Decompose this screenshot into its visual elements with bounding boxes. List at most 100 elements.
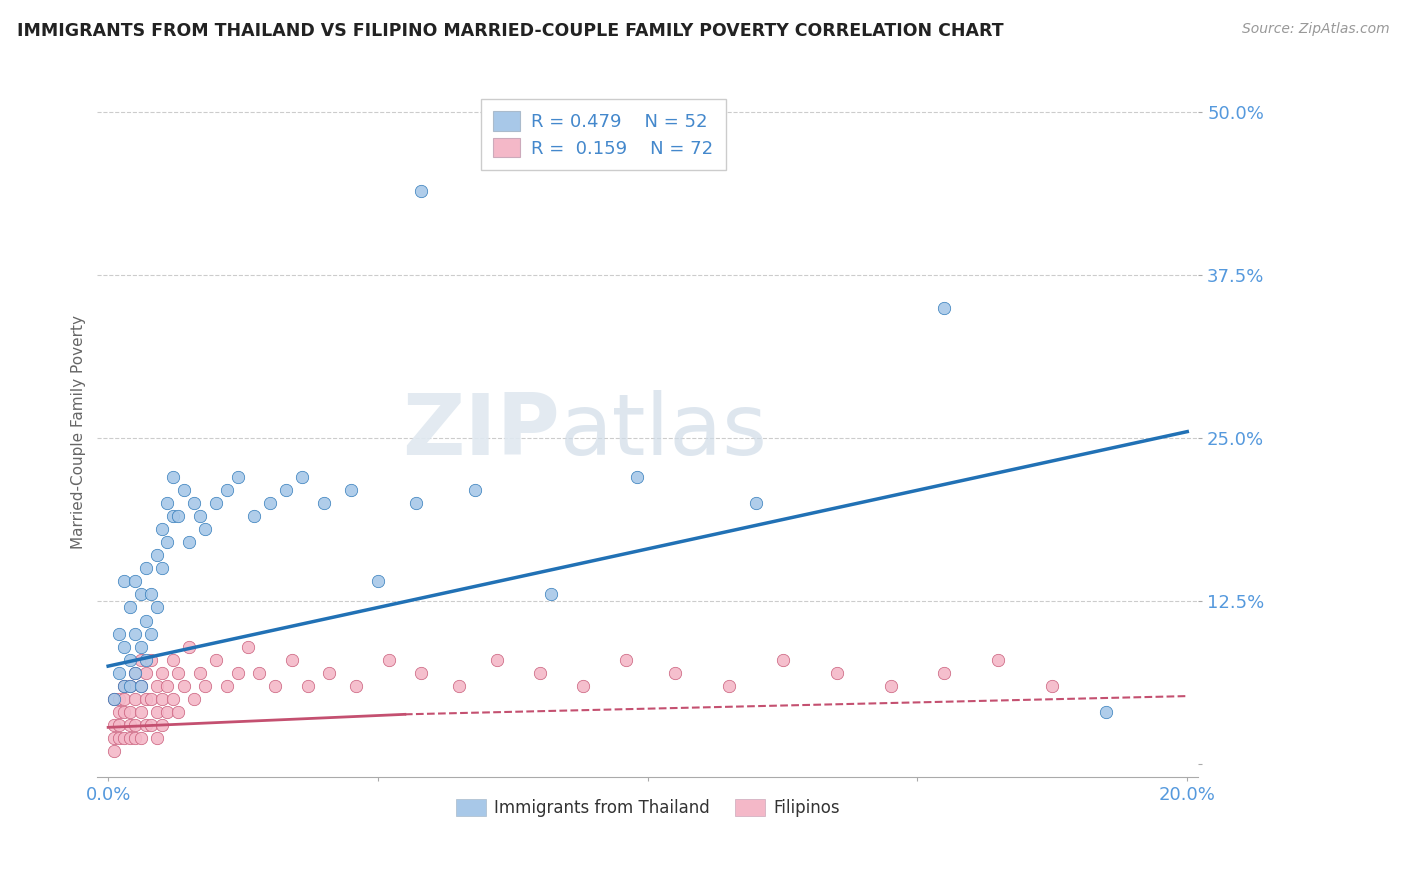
Point bbox=[156, 679, 179, 693]
Point bbox=[135, 665, 157, 680]
Point bbox=[112, 705, 135, 719]
Point bbox=[276, 483, 298, 498]
Point bbox=[205, 652, 228, 666]
Point bbox=[103, 744, 125, 758]
Point bbox=[194, 522, 217, 536]
Point bbox=[173, 679, 195, 693]
Point bbox=[150, 665, 173, 680]
Point bbox=[162, 691, 184, 706]
Point bbox=[177, 535, 200, 549]
Point bbox=[118, 600, 141, 615]
Point bbox=[135, 652, 157, 666]
Point bbox=[987, 652, 1010, 666]
Point bbox=[188, 509, 211, 524]
Text: atlas: atlas bbox=[560, 390, 768, 473]
Point bbox=[173, 483, 195, 498]
Point bbox=[135, 718, 157, 732]
Point bbox=[377, 652, 399, 666]
Point bbox=[156, 535, 179, 549]
Point bbox=[150, 522, 173, 536]
Point bbox=[108, 691, 131, 706]
Point bbox=[405, 496, 427, 510]
Point bbox=[226, 470, 249, 484]
Point bbox=[108, 718, 131, 732]
Point bbox=[572, 679, 595, 693]
Point bbox=[141, 587, 163, 601]
Point bbox=[485, 652, 508, 666]
Point bbox=[112, 691, 135, 706]
Point bbox=[312, 496, 335, 510]
Point bbox=[409, 665, 432, 680]
Point bbox=[141, 691, 163, 706]
Point bbox=[264, 679, 287, 693]
Point bbox=[150, 691, 173, 706]
Point bbox=[167, 705, 190, 719]
Point bbox=[124, 731, 146, 745]
Point bbox=[340, 483, 363, 498]
Point bbox=[103, 731, 125, 745]
Point bbox=[118, 652, 141, 666]
Point bbox=[238, 640, 260, 654]
Point bbox=[135, 691, 157, 706]
Point bbox=[188, 665, 211, 680]
Point bbox=[108, 665, 131, 680]
Point bbox=[464, 483, 486, 498]
Point bbox=[1040, 679, 1063, 693]
Point bbox=[124, 691, 146, 706]
Point bbox=[108, 731, 131, 745]
Point bbox=[135, 561, 157, 575]
Point bbox=[291, 470, 314, 484]
Point bbox=[167, 665, 190, 680]
Point bbox=[141, 718, 163, 732]
Point bbox=[614, 652, 637, 666]
Point bbox=[409, 184, 432, 198]
Point bbox=[226, 665, 249, 680]
Point bbox=[162, 652, 184, 666]
Point bbox=[118, 731, 141, 745]
Point bbox=[135, 614, 157, 628]
Point bbox=[141, 626, 163, 640]
Point bbox=[183, 691, 205, 706]
Point bbox=[215, 679, 238, 693]
Point bbox=[247, 665, 270, 680]
Point bbox=[124, 626, 146, 640]
Text: Source: ZipAtlas.com: Source: ZipAtlas.com bbox=[1241, 22, 1389, 37]
Point bbox=[344, 679, 367, 693]
Point bbox=[194, 679, 217, 693]
Point bbox=[124, 665, 146, 680]
Point bbox=[145, 549, 167, 563]
Text: ZIP: ZIP bbox=[402, 390, 560, 473]
Point bbox=[103, 718, 125, 732]
Point bbox=[103, 691, 125, 706]
Point bbox=[124, 718, 146, 732]
Point bbox=[129, 652, 152, 666]
Point bbox=[934, 301, 956, 315]
Point bbox=[879, 679, 901, 693]
Point bbox=[129, 679, 152, 693]
Point bbox=[124, 665, 146, 680]
Point bbox=[183, 496, 205, 510]
Point bbox=[177, 640, 200, 654]
Point bbox=[112, 679, 135, 693]
Text: IMMIGRANTS FROM THAILAND VS FILIPINO MARRIED-COUPLE FAMILY POVERTY CORRELATION C: IMMIGRANTS FROM THAILAND VS FILIPINO MAR… bbox=[17, 22, 1004, 40]
Point bbox=[129, 640, 152, 654]
Point bbox=[141, 652, 163, 666]
Point bbox=[129, 705, 152, 719]
Point bbox=[934, 665, 956, 680]
Point bbox=[744, 496, 766, 510]
Point bbox=[108, 626, 131, 640]
Point bbox=[150, 561, 173, 575]
Point bbox=[540, 587, 562, 601]
Point bbox=[118, 718, 141, 732]
Point bbox=[145, 600, 167, 615]
Point bbox=[259, 496, 281, 510]
Point bbox=[772, 652, 794, 666]
Point bbox=[318, 665, 340, 680]
Point bbox=[112, 679, 135, 693]
Point bbox=[129, 679, 152, 693]
Point bbox=[447, 679, 470, 693]
Point bbox=[156, 705, 179, 719]
Point bbox=[118, 679, 141, 693]
Point bbox=[112, 640, 135, 654]
Point bbox=[717, 679, 740, 693]
